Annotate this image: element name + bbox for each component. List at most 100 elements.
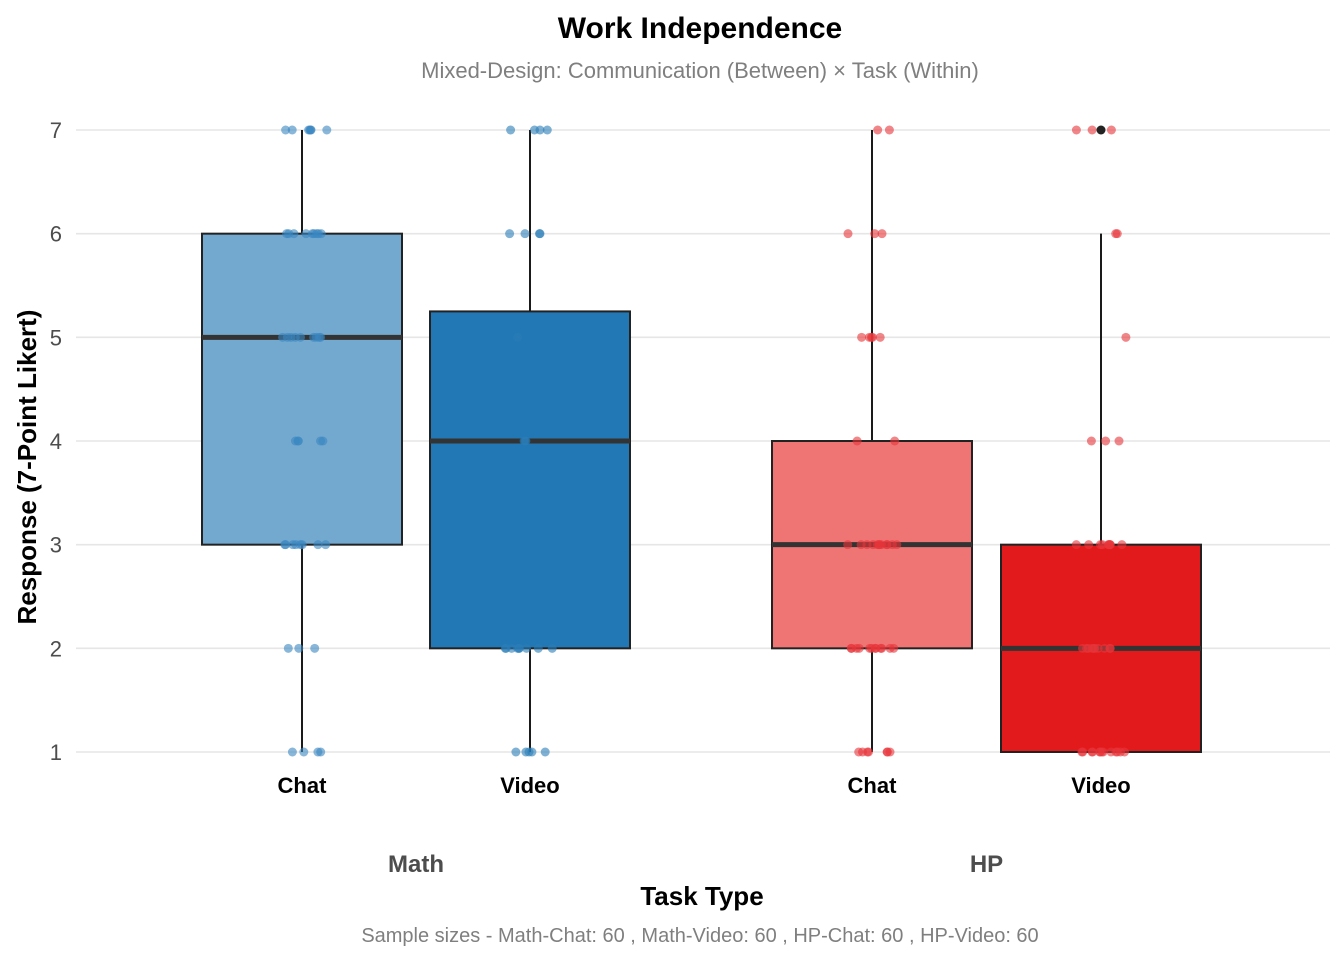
group-label: Math [388,851,444,878]
data-point [299,747,309,757]
x-axis-ticks: Math Chat Video HP Chat Video [278,773,1131,878]
data-point [870,229,880,239]
data-point [882,747,892,757]
data-point [1106,125,1116,135]
data-point [527,747,537,757]
data-point [301,229,311,239]
data-point [1086,436,1096,446]
y-tick-label: 6 [50,222,62,247]
data-point [506,125,516,135]
data-point [533,643,543,653]
y-tick-label: 5 [50,325,62,350]
data-point [843,540,853,550]
x-axis-title: Task Type [640,881,763,911]
data-point [873,125,883,135]
y-tick-label: 2 [50,636,62,661]
data-point [1095,747,1105,757]
data-point [535,229,545,239]
data-point [1078,747,1088,757]
data-point [281,125,291,135]
data-point [1114,436,1124,446]
data-point [306,125,316,135]
data-point [1071,125,1081,135]
data-point [1087,125,1097,135]
data-point [294,643,304,653]
data-points [278,125,1131,757]
x-tick-label: Video [1071,773,1131,798]
data-point [280,540,290,550]
data-point [882,540,892,550]
chart-subtitle: Mixed-Design: Communication (Between) × … [421,58,979,83]
data-point [857,332,867,342]
data-point [1084,540,1094,550]
box-iqr [201,232,403,546]
data-point [287,747,297,757]
data-point [1117,540,1127,550]
data-point [852,436,862,446]
data-point [1087,747,1097,757]
data-point [875,332,885,342]
chart-caption: Sample sizes - Math-Chat: 60 , Math-Vide… [361,925,1038,947]
data-point [884,125,894,135]
data-point [313,540,323,550]
x-tick-label: Video [500,773,560,798]
data-point [1115,747,1125,757]
data-point [309,332,319,342]
data-point [286,332,296,342]
data-point [520,229,530,239]
data-point [1101,436,1111,446]
data-point [530,125,539,135]
y-tick-label: 7 [50,118,62,143]
data-point [522,643,531,653]
data-point [316,436,325,446]
data-point [1105,540,1115,550]
data-point [513,332,523,342]
data-point [283,643,293,653]
box-iqr [429,310,631,650]
data-point [322,125,332,135]
data-point [293,436,303,446]
data-point [1090,643,1100,653]
data-point [1083,643,1093,653]
data-point [511,747,521,757]
data-point [877,643,887,653]
data-point [877,229,887,239]
data-point [310,643,320,653]
chart-title: Work Independence [558,12,843,45]
data-point [287,125,297,135]
data-point [889,643,899,653]
data-point [854,747,864,757]
y-tick-label: 4 [50,429,62,454]
data-point [547,643,557,653]
data-point [521,436,531,446]
data-point [514,643,524,653]
data-point [890,436,900,446]
group-label: HP [970,851,1003,878]
data-point [846,643,856,653]
data-point [866,332,876,342]
data-point [843,229,853,239]
data-point [313,747,323,757]
data-point [856,540,866,550]
data-point [542,125,552,135]
data-point [321,540,331,550]
data-point [1121,332,1131,342]
data-point [892,540,902,550]
data-point [1071,540,1081,550]
data-point [295,540,305,550]
y-axis-ticks: 1 2 3 4 5 6 7 [50,118,62,765]
data-point [1105,643,1115,653]
data-point [500,643,510,653]
data-point [865,643,875,653]
data-point [1095,540,1105,550]
data-point [278,332,288,342]
data-point [507,643,517,653]
data-point [854,643,864,653]
data-point [540,747,550,757]
data-point [864,747,873,757]
y-tick-label: 3 [50,533,62,558]
boxes [201,130,1202,754]
data-point [505,229,515,239]
x-tick-label: Chat [848,773,898,798]
